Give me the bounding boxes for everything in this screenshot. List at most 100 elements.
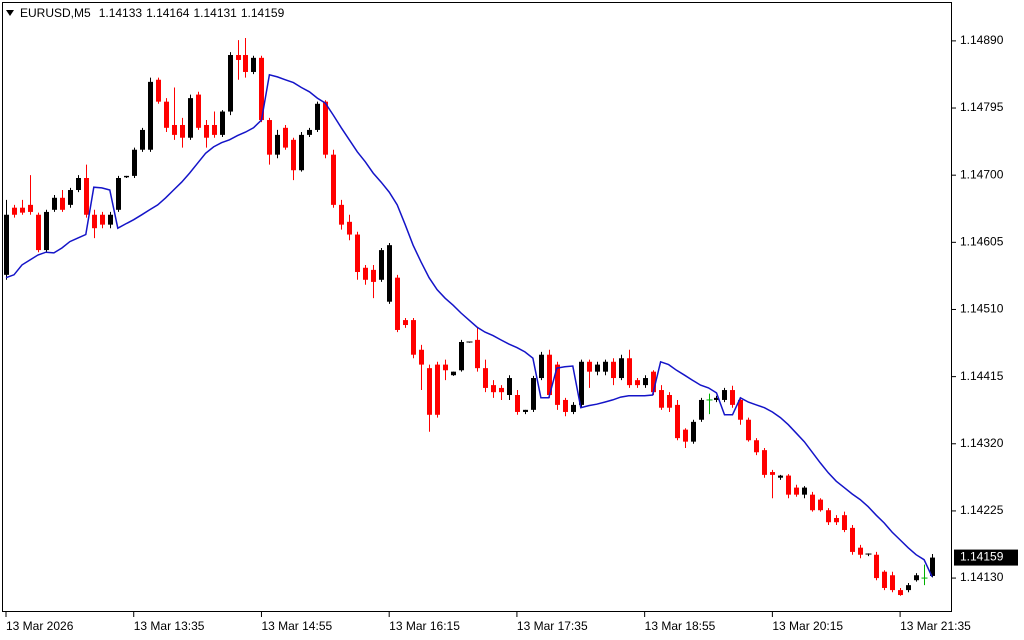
candle-body xyxy=(858,547,863,555)
candle-body xyxy=(627,358,632,386)
candle-body xyxy=(619,358,624,379)
y-tick-label: 1.14795 xyxy=(960,100,1004,114)
candle-body xyxy=(148,81,153,150)
menu-triangle[interactable] xyxy=(6,10,14,16)
candle-body xyxy=(579,361,584,405)
candle-body xyxy=(156,79,161,102)
candle-body xyxy=(188,98,193,138)
candle-body xyxy=(762,450,767,475)
candle-body xyxy=(28,204,33,212)
candle-body xyxy=(842,515,847,531)
x-tick-label: 13 Mar 13:35 xyxy=(134,619,205,633)
candle-body xyxy=(251,57,256,72)
candle-body xyxy=(44,211,49,251)
candle-body xyxy=(571,404,576,412)
candle-body xyxy=(738,399,743,420)
candle-body xyxy=(443,364,448,371)
candle-body xyxy=(36,214,41,251)
candle-body xyxy=(794,487,799,495)
candle-body xyxy=(850,527,855,552)
candle-body xyxy=(331,154,336,205)
candle-body xyxy=(124,175,129,178)
candle-body xyxy=(172,124,177,135)
y-tick-label: 1.14130 xyxy=(960,570,1004,584)
candle-body xyxy=(299,134,304,171)
candle-body xyxy=(228,55,233,112)
x-tick-label: 13 Mar 16:15 xyxy=(389,619,460,633)
candle-body xyxy=(60,197,65,210)
candle-body xyxy=(387,245,392,302)
candle-body xyxy=(603,361,608,372)
candle-body xyxy=(212,124,217,135)
candle-body xyxy=(283,127,288,148)
candle-body xyxy=(786,475,791,495)
header-ohlc: 1.14133 1.14164 1.14131 1.14159 xyxy=(99,6,285,20)
marks xyxy=(4,38,935,596)
candle-body xyxy=(802,487,807,495)
candle-body xyxy=(12,207,17,215)
candle-body xyxy=(100,214,105,225)
candle-body xyxy=(259,57,264,121)
candle-body xyxy=(108,214,113,225)
y-tick-label: 1.14890 xyxy=(960,33,1004,47)
candle-body xyxy=(451,371,456,376)
candle-body xyxy=(930,557,935,576)
candle-body xyxy=(587,361,592,372)
y-tick-label: 1.14225 xyxy=(960,503,1004,517)
x-tick-label: 13 Mar 14:55 xyxy=(261,619,332,633)
x-tick-label: 13 Mar 2026 xyxy=(6,619,74,633)
candle-body xyxy=(675,404,680,439)
candle-body xyxy=(164,101,169,128)
plot-frame xyxy=(2,2,952,612)
candle-body xyxy=(714,397,719,400)
candle-body xyxy=(882,571,887,588)
candle-body xyxy=(475,339,480,369)
price-label-bg xyxy=(954,549,1018,566)
candle-body xyxy=(826,510,831,523)
candle-body xyxy=(754,440,759,453)
candle-body xyxy=(92,214,97,229)
candle-body xyxy=(914,575,919,581)
candle-body xyxy=(347,221,352,235)
candle-body xyxy=(339,204,344,225)
candle-body xyxy=(722,390,727,400)
price-label: 1.14159 xyxy=(960,550,1004,564)
candle-body xyxy=(818,499,823,511)
candle-body xyxy=(220,111,225,135)
candle-body xyxy=(236,55,241,60)
candle-body xyxy=(906,585,911,591)
candle-body xyxy=(243,55,248,72)
candle-body xyxy=(667,395,672,408)
header-low: 1.14131 xyxy=(193,6,237,20)
candle-body xyxy=(699,399,704,420)
y-tick-label: 1.14605 xyxy=(960,234,1004,248)
header-high: 1.14164 xyxy=(146,6,190,20)
y-tick-label: 1.14700 xyxy=(960,167,1004,181)
candle-body xyxy=(459,341,464,371)
candle-body xyxy=(770,472,775,475)
candle-body xyxy=(291,139,296,171)
header-close: 1.14159 xyxy=(241,6,285,20)
y-tick-label: 1.14510 xyxy=(960,302,1004,316)
candle-body xyxy=(651,371,656,393)
candle-body xyxy=(515,395,520,412)
candle-body xyxy=(691,421,696,442)
candle-body xyxy=(315,103,320,130)
candle-body xyxy=(307,129,312,135)
candle-body xyxy=(683,429,688,442)
candle-body xyxy=(595,364,600,372)
candle-body xyxy=(371,269,376,282)
candle-body xyxy=(84,178,89,215)
candle-body xyxy=(834,517,839,523)
candle-body xyxy=(810,494,815,511)
x-tick-label: 13 Mar 21:35 xyxy=(900,619,971,633)
header-open: 1.14133 xyxy=(99,6,143,20)
candle-body xyxy=(547,354,552,396)
candle-body xyxy=(539,354,544,379)
candle-body xyxy=(355,234,360,273)
candle-body xyxy=(204,124,209,138)
candle-body xyxy=(507,378,512,396)
